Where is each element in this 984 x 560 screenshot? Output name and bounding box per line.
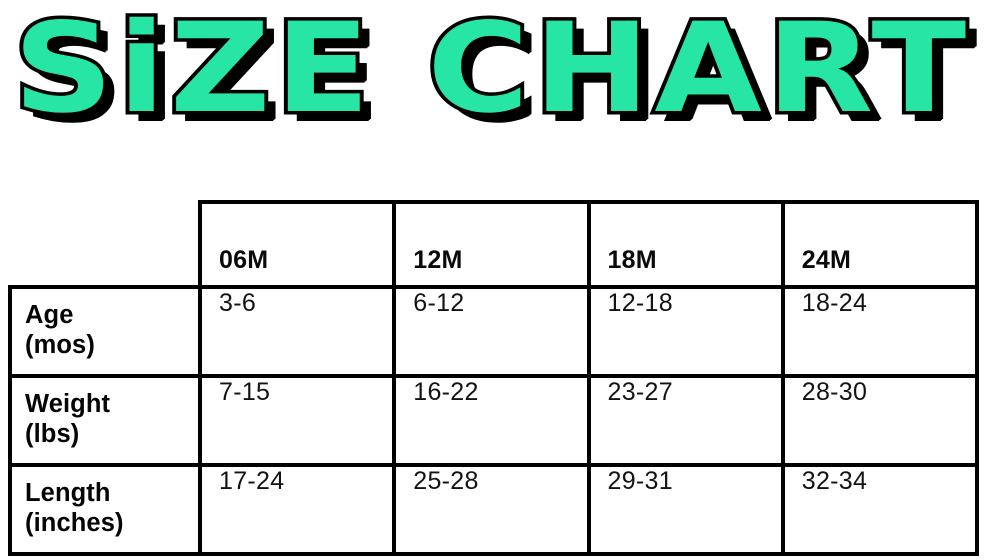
table-corner-cell: [10, 202, 200, 287]
cell-length-24m: 32-34: [780, 463, 980, 556]
table-row: Age (mos) 3-6 6-12 12-18 18-24: [8, 285, 980, 378]
cell-value: 17-24: [219, 467, 285, 495]
cell-age-12m: 6-12: [392, 285, 591, 378]
row-measure-unit: (lbs): [25, 420, 80, 448]
row-header-label: Length (inches): [12, 467, 198, 538]
row-measure-name: Age: [25, 301, 74, 329]
column-header-label: 24M: [801, 246, 851, 274]
title-block: SiZE CHART: [0, 0, 984, 150]
cell-weight-18m: 23-27: [586, 374, 785, 467]
row-measure-name: Length: [25, 479, 111, 507]
page-title: SiZE CHART: [9, 0, 971, 145]
size-chart-table: 06M 12M 18M 24M Age (mos): [8, 200, 980, 556]
cell-value: 16-22: [413, 378, 479, 406]
cell-value: 7-15: [219, 378, 271, 406]
cell-length-06m: 17-24: [197, 463, 397, 556]
table-row: Weight (lbs) 7-15 16-22 23-27 28-30: [8, 374, 980, 467]
row-header-length: Length (inches): [8, 463, 202, 556]
column-header-label: 12M: [413, 246, 463, 274]
cell-age-18m: 12-18: [586, 285, 785, 378]
cell-value: 29-31: [607, 467, 673, 495]
cell-value: 28-30: [801, 378, 868, 406]
column-header-24m: 24M: [780, 200, 980, 289]
cell-value: 23-27: [607, 378, 673, 406]
cell-value: 12-18: [607, 289, 673, 317]
row-measure-unit: (inches): [25, 509, 124, 537]
row-header-label: Age (mos): [12, 289, 198, 360]
cell-age-06m: 3-6: [197, 285, 397, 378]
column-header-18m: 18M: [586, 200, 785, 289]
row-header-age: Age (mos): [8, 285, 202, 378]
column-header-label: 06M: [219, 246, 269, 274]
row-header-weight: Weight (lbs): [8, 374, 202, 467]
cell-value: 6-12: [413, 289, 465, 317]
row-header-label: Weight (lbs): [12, 378, 198, 449]
cell-value: 32-34: [801, 467, 868, 495]
table-header-row: 06M 12M 18M 24M: [10, 200, 980, 289]
column-header-06m: 06M: [197, 200, 397, 289]
table-row: Length (inches) 17-24 25-28 29-31 32-34: [8, 463, 980, 556]
column-header-label: 18M: [607, 246, 657, 274]
cell-value: 18-24: [801, 289, 868, 317]
cell-age-24m: 18-24: [780, 285, 980, 378]
cell-weight-06m: 7-15: [197, 374, 397, 467]
column-header-12m: 12M: [392, 200, 591, 289]
cell-value: 25-28: [413, 467, 479, 495]
cell-value: 3-6: [219, 289, 257, 317]
cell-length-18m: 29-31: [586, 463, 785, 556]
cell-weight-24m: 28-30: [780, 374, 980, 467]
cell-length-12m: 25-28: [392, 463, 591, 556]
cell-weight-12m: 16-22: [392, 374, 591, 467]
row-measure-name: Weight: [25, 390, 111, 418]
row-measure-unit: (mos): [25, 331, 95, 359]
